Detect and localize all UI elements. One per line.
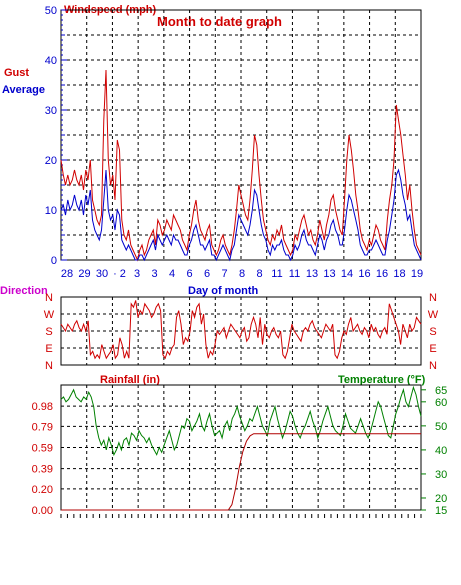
wind-x-tick-label: 7	[221, 268, 227, 280]
wind-x-tick-label: 30	[96, 268, 108, 280]
wind-y-tick-label: 40	[45, 55, 57, 67]
average-label: Average	[2, 84, 45, 96]
wind-x-tick-label: 16	[376, 268, 388, 280]
wind-y-tick-label: 30	[45, 105, 57, 117]
wind-x-tick-label: 16	[358, 268, 370, 280]
direction-y-tick-right: S	[429, 326, 436, 338]
direction-y-ticks: N NW WS SE EN N	[44, 292, 439, 372]
direction-line	[60, 300, 422, 360]
rainfall-label: Rainfall (in)	[100, 374, 160, 386]
temp-y-tick-label: 15	[435, 505, 447, 517]
temp-y-tick-label: 65	[435, 385, 447, 397]
rain-y-tick-label: 0.00	[32, 505, 53, 517]
rainfall-line	[61, 433, 421, 511]
wind-y-tick-label: 20	[45, 155, 57, 167]
direction-y-tick-right: N	[429, 360, 437, 372]
direction-y-tick-left: W	[44, 309, 55, 321]
wind-x-tick-label: 6	[186, 268, 192, 280]
direction-y-tick-right: N	[429, 292, 437, 304]
wind-x-tick-label: 19	[411, 268, 423, 280]
wind-x-tick-label: 3	[151, 268, 157, 280]
rain-y-tick-label: 0.98	[32, 401, 53, 413]
wind-series	[60, 69, 422, 262]
wind-y-tick-label: 10	[45, 205, 57, 217]
wind-y-tick-label: 50	[45, 5, 57, 17]
wind-grid	[60, 9, 422, 261]
wind-x-tick-label: 11	[289, 268, 300, 280]
wind-x-tick-label: 18	[393, 268, 405, 280]
wind-x-tick-label: 29	[78, 268, 90, 280]
direction-series	[60, 300, 422, 360]
wind-y-ticks: 0 10 20 30 40 50	[45, 5, 57, 267]
temp-y-tick-label: 30	[435, 469, 447, 481]
temperature-line	[60, 385, 422, 457]
gust-label: Gust	[4, 67, 29, 79]
gust-line	[60, 69, 422, 262]
direction-label: Direction	[0, 285, 48, 297]
temp-y-tick-label: 50	[435, 421, 447, 433]
wind-x-tick-label: 28	[61, 268, 73, 280]
rain-y-ticks: 0.00 0.20 0.39 0.59 0.79 0.98	[32, 401, 53, 517]
direction-y-tick-left: E	[45, 343, 52, 355]
day-of-month-label: Day of month	[188, 285, 259, 297]
wind-x-tick-label: 8	[256, 268, 262, 280]
average-line	[60, 168, 422, 262]
direction-y-tick-left: N	[45, 292, 53, 304]
wind-x-ticks: 28 29 30 · 2 3 3 4 6 6 7 8 8 11 11 13 13 14 16 16 18 19	[61, 268, 423, 280]
temp-y-tick-label: 60	[435, 397, 447, 409]
direction-y-tick-left: S	[45, 326, 52, 338]
wind-x-tick-label: · 2	[113, 268, 126, 280]
temp-y-tick-label: 40	[435, 445, 447, 457]
direction-y-tick-left: N	[45, 360, 53, 372]
direction-y-tick-right: W	[428, 309, 439, 321]
wind-x-tick-label: 8	[239, 268, 245, 280]
wind-x-tick-label: 11	[271, 268, 282, 280]
rain-y-tick-label: 0.79	[32, 421, 53, 433]
rain-y-tick-label: 0.59	[32, 443, 53, 455]
wind-y-tick-label: 0	[51, 255, 57, 267]
chart-title: Month to date graph	[157, 14, 282, 29]
wind-x-tick-label: 4	[169, 268, 175, 280]
wind-x-tick-label: 13	[323, 268, 335, 280]
rain-y-tick-label: 0.39	[32, 464, 53, 476]
wind-x-tick-label: 6	[204, 268, 210, 280]
temperature-label: Temperature (°F)	[338, 374, 426, 386]
wind-x-tick-label: 3	[134, 268, 140, 280]
rain-y-tick-label: 0.20	[32, 484, 53, 496]
temp-y-tick-label: 20	[435, 493, 447, 505]
wind-x-tick-label: 13	[306, 268, 318, 280]
rain-temp-series	[60, 385, 422, 511]
direction-grid	[60, 296, 422, 366]
direction-y-tick-right: E	[429, 343, 436, 355]
wind-x-tick-label: 14	[341, 268, 353, 280]
